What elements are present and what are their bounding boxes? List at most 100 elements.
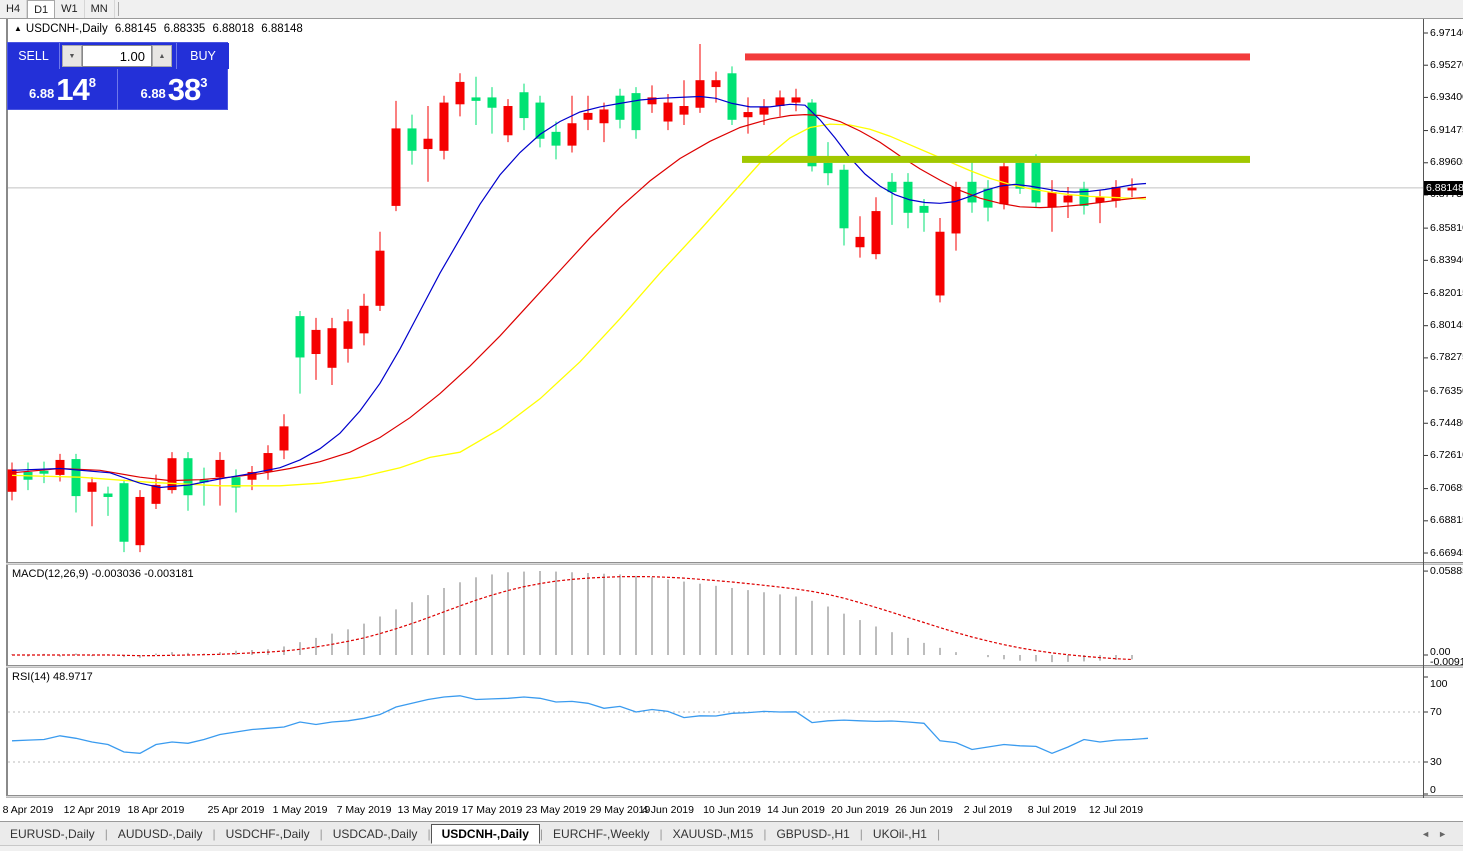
symbol-tab-bar: EURUSD-,Daily | AUDUSD-,Daily | USDCHF-,Dail…	[0, 821, 1463, 845]
date-axis-label: 10 Jun 2019	[703, 804, 761, 816]
symbol-tab-usdcnh[interactable]: USDCNH-,Daily	[430, 823, 540, 844]
macd-label: MACD(12,26,9) -0.003036 -0.003181	[12, 568, 194, 580]
price-axis-label: 6.70685	[1430, 482, 1463, 495]
date-axis-label: 20 Jun 2019	[831, 804, 889, 816]
tab-separator: |	[104, 826, 108, 841]
date-axis-label: 29 May 2019	[589, 804, 651, 816]
trade-panel-top-row: SELL ▼ 1.00 ▲ BUY	[8, 43, 229, 69]
timeframe-button-mn[interactable]: MN	[85, 0, 115, 18]
date-axis-label: 1 May 2019	[272, 804, 328, 816]
date-axis-label: 18 Apr 2019	[127, 804, 185, 816]
ohlc-close: 6.88148	[261, 23, 303, 35]
rsi-levels	[8, 711, 1423, 763]
tab-separator: |	[763, 826, 767, 841]
resistance-hline	[745, 53, 1250, 61]
tab-separator: |	[319, 826, 323, 841]
ohlc-high: 6.88335	[163, 23, 206, 35]
toolbar-separator	[117, 2, 119, 16]
sell-price-button[interactable]: 6.88 14 8	[8, 69, 118, 110]
date-axis-label: 12 Apr 2019	[63, 804, 121, 816]
symbol-tab-gbpusd[interactable]: GBPUSD-,H1	[776, 826, 850, 841]
macd-scale-min: -0.009116	[1430, 655, 1463, 668]
ma-fast-blue-line	[11, 95, 1147, 489]
price-axis-label: 6.80145	[1430, 319, 1463, 332]
timeframe-button-d1[interactable]: D1	[27, 0, 56, 18]
macd-panel-splitter[interactable]	[6, 562, 1463, 565]
date-axis-label: 14 Jun 2019	[767, 804, 825, 816]
rsi-scale-30: 30	[1430, 756, 1442, 768]
price-axis-label: 6.95270	[1430, 58, 1463, 71]
price-axis-label: 6.93400	[1430, 90, 1463, 103]
rsi-label: RSI(14) 48.9717	[12, 671, 93, 683]
price-axis-border	[1423, 19, 1424, 798]
timeframe-button-w1[interactable]: W1	[55, 0, 85, 18]
candlesticks	[7, 44, 1137, 553]
date-axis-label: 25 Apr 2019	[207, 804, 265, 816]
date-axis-label: 2 Jul 2019	[963, 804, 1013, 816]
sell-button[interactable]: SELL	[8, 43, 60, 69]
symbol-tab-usdcad[interactable]: USDCAD-,Daily	[332, 826, 418, 841]
symbol-tab-eurusd[interactable]: EURUSD-,Daily	[10, 826, 95, 841]
price-axis-label: 6.74480	[1430, 416, 1463, 429]
price-axis-label: 6.89605	[1430, 156, 1463, 169]
volume-input[interactable]: 1.00	[82, 45, 152, 67]
tab-scroll-left-icon[interactable]: ◄	[1421, 828, 1439, 839]
sell-price-prefix: 6.88	[28, 86, 55, 101]
sell-price-big: 14	[56, 71, 89, 107]
price-axis-label: 6.76350	[1430, 384, 1463, 397]
buy-price-big: 38	[167, 71, 201, 107]
date-axis-label: 23 May 2019	[525, 804, 587, 816]
axis-ticks	[27, 32, 1428, 803]
buy-button[interactable]: BUY	[176, 43, 229, 69]
price-axis-label: 6.85810	[1430, 221, 1463, 234]
symbol-tab-audusd[interactable]: AUDUSD-,Daily	[117, 826, 203, 841]
buy-price-prefix: 6.88	[140, 86, 166, 101]
symbol-tab-usdchf[interactable]: USDCHF-,Daily	[225, 826, 310, 841]
ohlc-low: 6.88018	[212, 23, 255, 35]
one-click-trade-panel: SELL ▼ 1.00 ▲ BUY 6.88 14 8 6.88 38 3	[7, 42, 229, 110]
rsi-scale-0: 0	[1430, 784, 1436, 796]
ma-slow-yellow-line	[11, 123, 1147, 487]
macd-scale-zero: 0.00	[1430, 646, 1451, 658]
symbol-tab-xauusd[interactable]: XAUUSD-,M15	[672, 826, 754, 841]
rsi-scale-70: 70	[1430, 706, 1442, 718]
volume-stepper: ▼ 1.00 ▲	[60, 43, 174, 69]
symbol-tab-eurchf[interactable]: EURCHF-,Weekly	[553, 826, 650, 841]
collapse-triangle-icon[interactable]: ▲	[14, 24, 22, 33]
tab-separator: |	[936, 826, 941, 841]
symbol-tab-ukoil[interactable]: UKOil-,H1	[872, 826, 927, 841]
rsi-line	[11, 695, 1149, 755]
tab-separator: |	[212, 826, 216, 841]
buy-price-pip: 3	[200, 75, 208, 90]
price-axis-label: 6.97140	[1430, 26, 1463, 39]
date-axis-label: 8 Apr 2019	[2, 804, 54, 816]
price-axis-label: 6.82015	[1430, 286, 1463, 299]
timeframe-toolbar: H4 D1 W1 MN	[0, 0, 1463, 19]
macd-histogram	[11, 571, 1133, 663]
rsi-panel-splitter[interactable]	[6, 665, 1463, 668]
volume-decrease-icon[interactable]: ▼	[62, 45, 82, 67]
symbol-header: ▲ USDCNH-,Daily 6.88145 6.88335 6.88018 6…	[14, 23, 307, 35]
date-axis-label: 8 Jul 2019	[1027, 804, 1077, 816]
ma-mid-red-line	[11, 113, 1147, 482]
date-axis[interactable]: 8 Apr 2019 12 Apr 2019 18 Apr 2019 25 Apr 2…	[2, 798, 1463, 821]
date-axis-splitter	[6, 795, 1463, 798]
tab-scroll-right-icon[interactable]: ►	[1438, 828, 1455, 839]
price-axis-label: 6.68815	[1430, 514, 1463, 527]
symbol-title: USDCNH-,Daily	[25, 23, 108, 35]
buy-price-button[interactable]: 6.88 38 3	[119, 69, 229, 110]
tab-separator: |	[427, 826, 431, 841]
price-axis-label: 6.91475	[1430, 124, 1463, 137]
tab-separator: |	[859, 826, 863, 841]
price-axis-label: 6.78275	[1430, 351, 1463, 364]
timeframe-button-h4[interactable]: H4	[0, 0, 28, 18]
date-axis-label: 7 May 2019	[336, 804, 392, 816]
price-axis-label: 6.83940	[1430, 253, 1463, 266]
volume-increase-icon[interactable]: ▲	[152, 45, 172, 67]
date-axis-label: 26 Jun 2019	[895, 804, 953, 816]
rsi-scale-100: 100	[1430, 678, 1448, 690]
tab-separator: |	[539, 826, 544, 841]
date-axis-label: 13 May 2019	[397, 804, 459, 816]
